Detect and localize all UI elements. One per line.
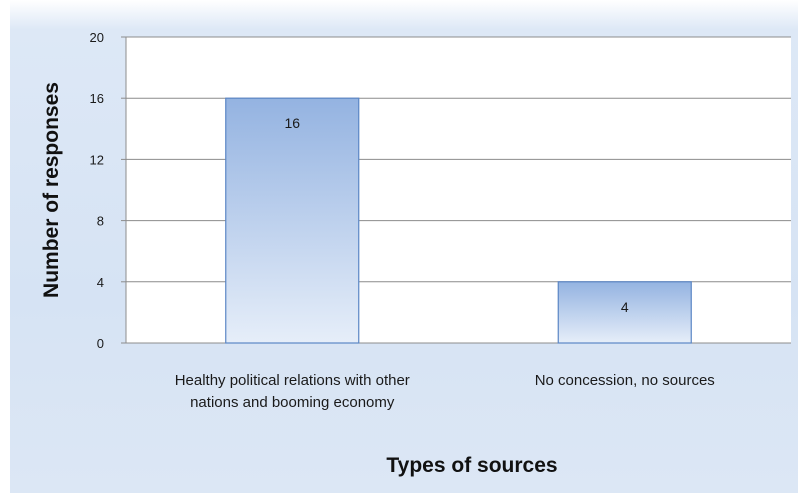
data-label: 4 bbox=[621, 299, 629, 315]
category-label: No concession, no sources bbox=[535, 372, 715, 389]
bars: 16 4 bbox=[225, 97, 692, 344]
bar bbox=[225, 97, 360, 344]
category-label: Healthy political relations with other bbox=[175, 372, 410, 389]
y-tick-label: 0 bbox=[97, 336, 104, 351]
bar bbox=[557, 281, 692, 344]
y-tick-label: 16 bbox=[90, 91, 104, 106]
x-axis-labels: Healthy political relations with other na… bbox=[175, 372, 715, 411]
category-label: nations and booming economy bbox=[190, 394, 395, 411]
y-tick-label: 20 bbox=[90, 30, 104, 45]
y-tick-label: 4 bbox=[97, 275, 104, 290]
bar-chart: 16 4 0 4 8 12 16 20 Healthy political relation… bbox=[40, 30, 791, 477]
data-label: 16 bbox=[284, 115, 300, 131]
y-axis-ticks: 0 4 8 12 16 20 bbox=[90, 30, 104, 351]
y-tick-label: 12 bbox=[90, 152, 104, 167]
y-axis-title: Number of responses bbox=[40, 82, 63, 298]
x-axis-title: Types of sources bbox=[386, 454, 557, 477]
y-tick-label: 8 bbox=[97, 214, 104, 229]
